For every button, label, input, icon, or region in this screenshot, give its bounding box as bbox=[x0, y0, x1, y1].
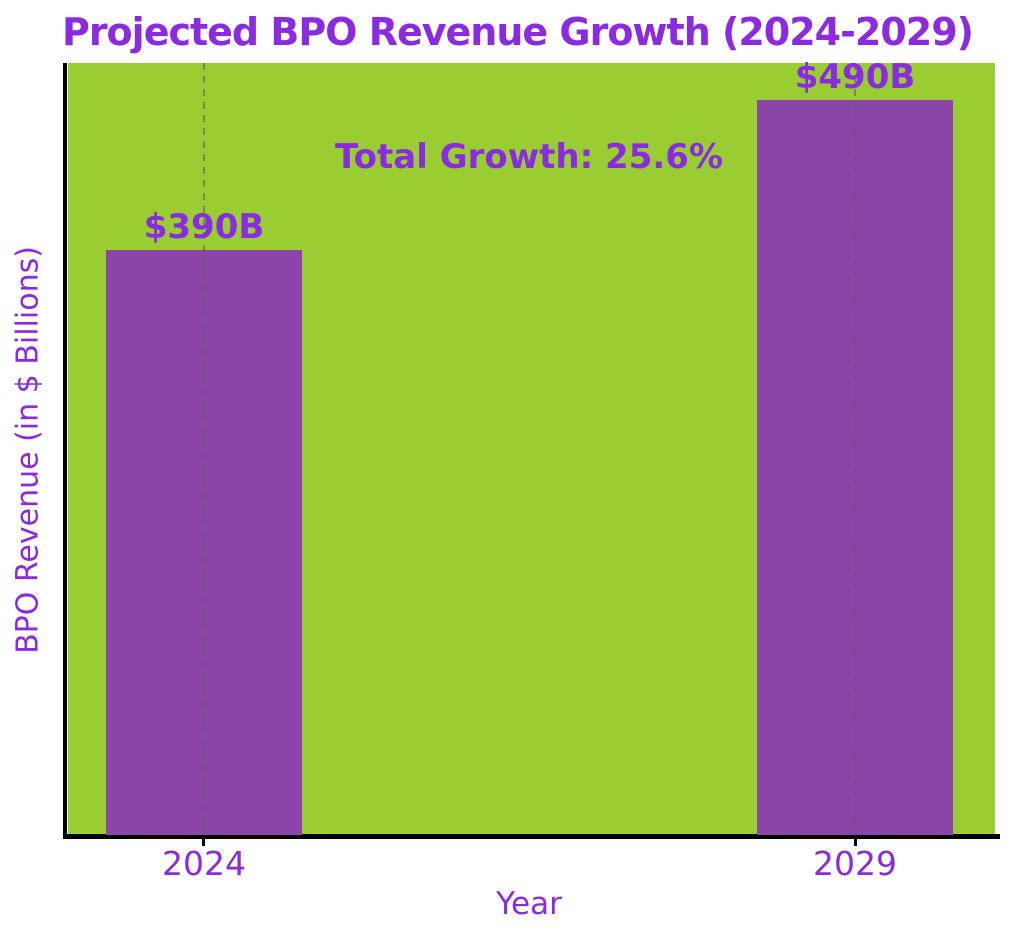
x-axis-spine bbox=[63, 834, 1000, 839]
y-axis-label: BPO Revenue (in $ Billions) bbox=[10, 246, 46, 654]
bar-value-label-2029: $490B bbox=[794, 57, 916, 97]
bar-value-label-2024: $390B bbox=[143, 207, 265, 247]
x-tick-label-2024: 2024 bbox=[162, 844, 246, 883]
gridline-2024 bbox=[203, 63, 205, 835]
total-growth-annotation: Total Growth: 25.6% bbox=[334, 137, 724, 177]
plot-area: $390B $490B Total Growth: 25.6% bbox=[68, 57, 995, 835]
gridline-2029 bbox=[854, 63, 856, 835]
chart-title: Projected BPO Revenue Growth (2024-2029) bbox=[61, 10, 974, 54]
x-axis-label: Year bbox=[496, 886, 562, 922]
x-tick-label-2029: 2029 bbox=[813, 844, 897, 883]
x-tick-mark-2029 bbox=[854, 839, 857, 846]
x-tick-mark-2024 bbox=[202, 839, 205, 846]
y-axis-spine bbox=[63, 63, 67, 839]
